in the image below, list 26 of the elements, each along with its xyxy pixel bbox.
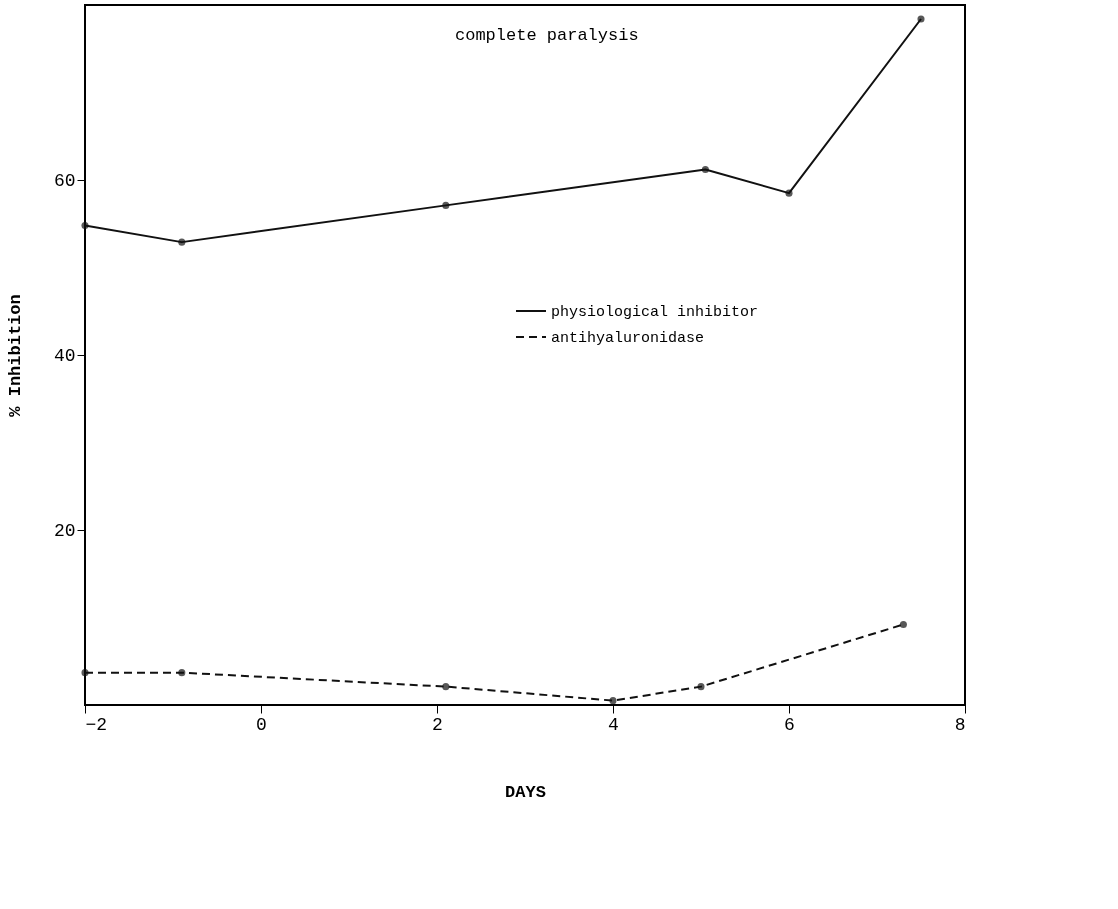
y-tick-label: 20 bbox=[53, 520, 76, 541]
y-axis-title: % Inhibition bbox=[5, 294, 25, 417]
y-tick-label: 60 bbox=[53, 170, 76, 191]
point bbox=[81, 669, 89, 677]
point bbox=[81, 221, 89, 230]
point bbox=[785, 189, 793, 197]
annotation: complete paralysis bbox=[455, 26, 639, 45]
point bbox=[178, 238, 186, 246]
y-tick-label: 40 bbox=[53, 345, 76, 366]
point bbox=[442, 683, 450, 691]
point bbox=[899, 620, 907, 629]
point bbox=[917, 15, 925, 23]
x-tick-label: 6 bbox=[784, 714, 795, 735]
x-tick-label: −2 bbox=[85, 714, 108, 735]
x-tick-label: 0 bbox=[256, 714, 267, 735]
legend-label: antihyaluronidase bbox=[551, 330, 705, 347]
point bbox=[609, 697, 617, 705]
x-tick-label: 8 bbox=[954, 714, 966, 735]
point bbox=[178, 669, 186, 677]
x-tick-label: 2 bbox=[432, 714, 443, 735]
x-tick-label: 4 bbox=[608, 714, 619, 735]
point bbox=[442, 201, 450, 209]
x-axis-title: DAYS bbox=[505, 782, 546, 802]
point bbox=[697, 683, 705, 691]
point bbox=[701, 165, 709, 174]
legend-label: physiological inhibitor bbox=[551, 304, 759, 321]
